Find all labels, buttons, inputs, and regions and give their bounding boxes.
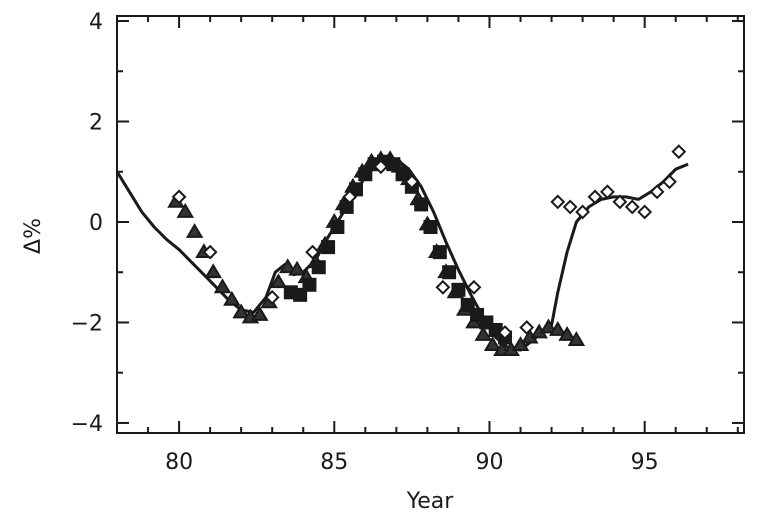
x-tick-label: 85 xyxy=(320,450,348,475)
diamond-marker xyxy=(562,199,578,215)
axis-ticks xyxy=(117,16,744,433)
square-marker xyxy=(330,220,345,235)
diamond-marker xyxy=(519,320,535,335)
triangle-marker xyxy=(204,263,222,279)
triangle-marker xyxy=(474,326,493,341)
triangle-marker xyxy=(213,278,232,294)
x-tick-label: 90 xyxy=(475,450,503,475)
diamond-marker xyxy=(575,204,591,220)
diamond-marker xyxy=(671,144,687,160)
diamond-marker xyxy=(202,244,218,260)
triangle-marker xyxy=(511,336,530,351)
square-marker xyxy=(311,260,326,275)
y-tick-label: −2 xyxy=(71,311,103,336)
y-tick-label: −4 xyxy=(71,412,103,437)
square-marker xyxy=(395,167,410,182)
series-layer xyxy=(115,144,689,357)
diamond-marker xyxy=(550,194,566,210)
x-axis-label: Year xyxy=(406,489,455,514)
y-tick-label: 2 xyxy=(89,111,103,136)
diamond-marker xyxy=(171,189,187,205)
triangle-marker xyxy=(185,223,204,238)
x-tick-label: 80 xyxy=(165,450,193,475)
triangle-marker xyxy=(483,336,502,351)
diamond-marker xyxy=(612,194,628,210)
diamond-marker xyxy=(587,189,603,205)
triangle-marker xyxy=(223,290,241,306)
diamond-marker xyxy=(264,289,280,305)
diamond-marker xyxy=(600,184,615,200)
triangle-marker xyxy=(549,321,567,336)
square-marker xyxy=(321,240,336,255)
x-tick-label: 95 xyxy=(631,450,659,475)
diamond-marker xyxy=(497,325,513,340)
triangle-marker xyxy=(251,305,269,321)
square-marker xyxy=(451,282,466,297)
triangle-marker xyxy=(278,258,297,274)
square-marker xyxy=(302,277,317,292)
square-marker xyxy=(432,245,447,260)
square-marker xyxy=(442,265,457,280)
diamond-marker xyxy=(305,244,320,260)
triangle-marker xyxy=(176,202,195,218)
diamond-marker xyxy=(404,174,420,190)
diamond-marker xyxy=(466,279,482,295)
y-tick-label: 0 xyxy=(89,211,103,236)
triangle-marker xyxy=(558,326,576,341)
triangle-marker xyxy=(269,273,288,289)
diamond-marker xyxy=(435,279,451,295)
diamond-marker xyxy=(649,184,665,200)
diamond-marker xyxy=(624,199,640,215)
y-axis-label: Δ% xyxy=(21,218,46,254)
triangle-marker xyxy=(288,260,306,276)
axis-tick-labels: 80 85 90 95 −4 −2 0 2 4 xyxy=(71,10,659,475)
plot-frame xyxy=(116,15,745,434)
square-marker xyxy=(414,197,429,212)
diamond-marker xyxy=(342,189,358,205)
diamond-marker xyxy=(373,159,389,175)
y-tick-label: 4 xyxy=(89,10,103,35)
triangle-marker xyxy=(232,303,250,319)
diamond-marker xyxy=(662,174,677,190)
triangle-marker xyxy=(539,318,558,334)
square-marker xyxy=(423,220,438,235)
diamond-marker xyxy=(637,204,653,220)
triangle-marker xyxy=(567,331,586,346)
